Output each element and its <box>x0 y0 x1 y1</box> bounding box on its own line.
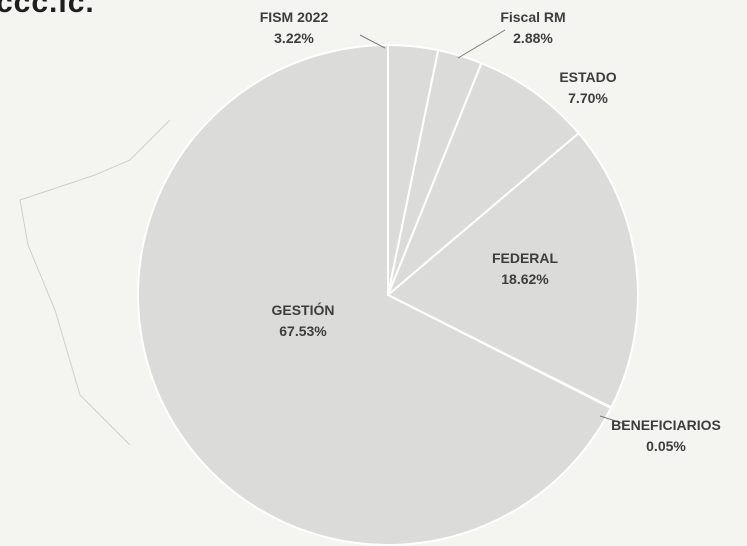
slice-federal <box>386 131 639 409</box>
background-outline <box>19 119 171 446</box>
label-gestion: GESTIÓN <box>271 301 334 318</box>
label-estado: ESTADO <box>559 69 616 85</box>
label-beneficiarios: BENEFICIARIOS <box>611 417 721 433</box>
label-fism-2022: FISM 2022 <box>260 9 329 25</box>
value-gestion: 67.53% <box>279 323 327 339</box>
label-federal: FEDERAL <box>492 250 559 266</box>
leader-fiscal-rm <box>457 29 506 59</box>
leader-fism-2022 <box>359 34 386 49</box>
slice-gestion <box>137 43 613 546</box>
leader-beneficiarios <box>599 415 626 425</box>
slice-estado <box>387 61 581 296</box>
leader-lines <box>359 29 626 425</box>
heading-fragment: ccc.ic. <box>0 0 95 19</box>
pie-slices <box>137 43 639 546</box>
value-fiscal-rm: 2.88% <box>513 30 553 46</box>
value-federal: 18.62% <box>501 271 549 287</box>
value-fism-2022: 3.22% <box>274 30 314 46</box>
value-estado: 7.70% <box>568 90 608 106</box>
label-fiscal-rm: Fiscal RM <box>500 9 565 25</box>
slice-labels: FISM 2022 3.22% Fiscal RM 2.88% ESTADO 7.70% F… <box>260 9 721 454</box>
value-beneficiarios: 0.05% <box>646 438 686 454</box>
